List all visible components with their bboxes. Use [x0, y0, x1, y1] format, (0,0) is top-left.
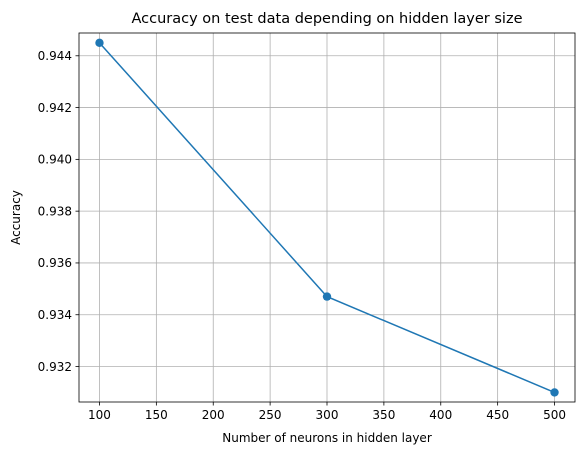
x-tick-label: 100 [88, 408, 111, 422]
y-axis-ticks: 0.932 0.934 0.936 0.938 0.940 0.942 0.944 [38, 49, 79, 374]
x-tick-label: 150 [145, 408, 168, 422]
y-tick-label: 0.938 [38, 204, 72, 218]
x-axis-label: Number of neurons in hidden layer [222, 431, 432, 445]
x-tick-label: 500 [543, 408, 566, 422]
x-tick-label: 250 [259, 408, 282, 422]
data-point [550, 388, 559, 397]
data-point [322, 292, 332, 301]
x-tick-label: 200 [202, 408, 225, 422]
y-tick-label: 0.934 [38, 308, 72, 322]
y-tick-label: 0.936 [38, 256, 72, 270]
y-tick-label: 0.932 [38, 360, 72, 374]
y-tick-label: 0.942 [38, 101, 72, 115]
y-tick-label: 0.940 [38, 153, 72, 167]
grid [79, 33, 575, 402]
series [95, 38, 559, 397]
data-point [95, 38, 104, 48]
y-axis-label: Accuracy [9, 190, 23, 245]
chart-title: Accuracy on test data depending on hidde… [132, 11, 523, 27]
x-axis-ticks: 100 150 200 250 300 350 400 450 500 [88, 402, 566, 422]
x-tick-label: 450 [486, 408, 509, 422]
x-tick-label: 400 [429, 408, 452, 422]
x-tick-label: 300 [316, 408, 339, 422]
x-tick-label: 350 [372, 408, 395, 422]
y-tick-label: 0.944 [38, 49, 72, 63]
